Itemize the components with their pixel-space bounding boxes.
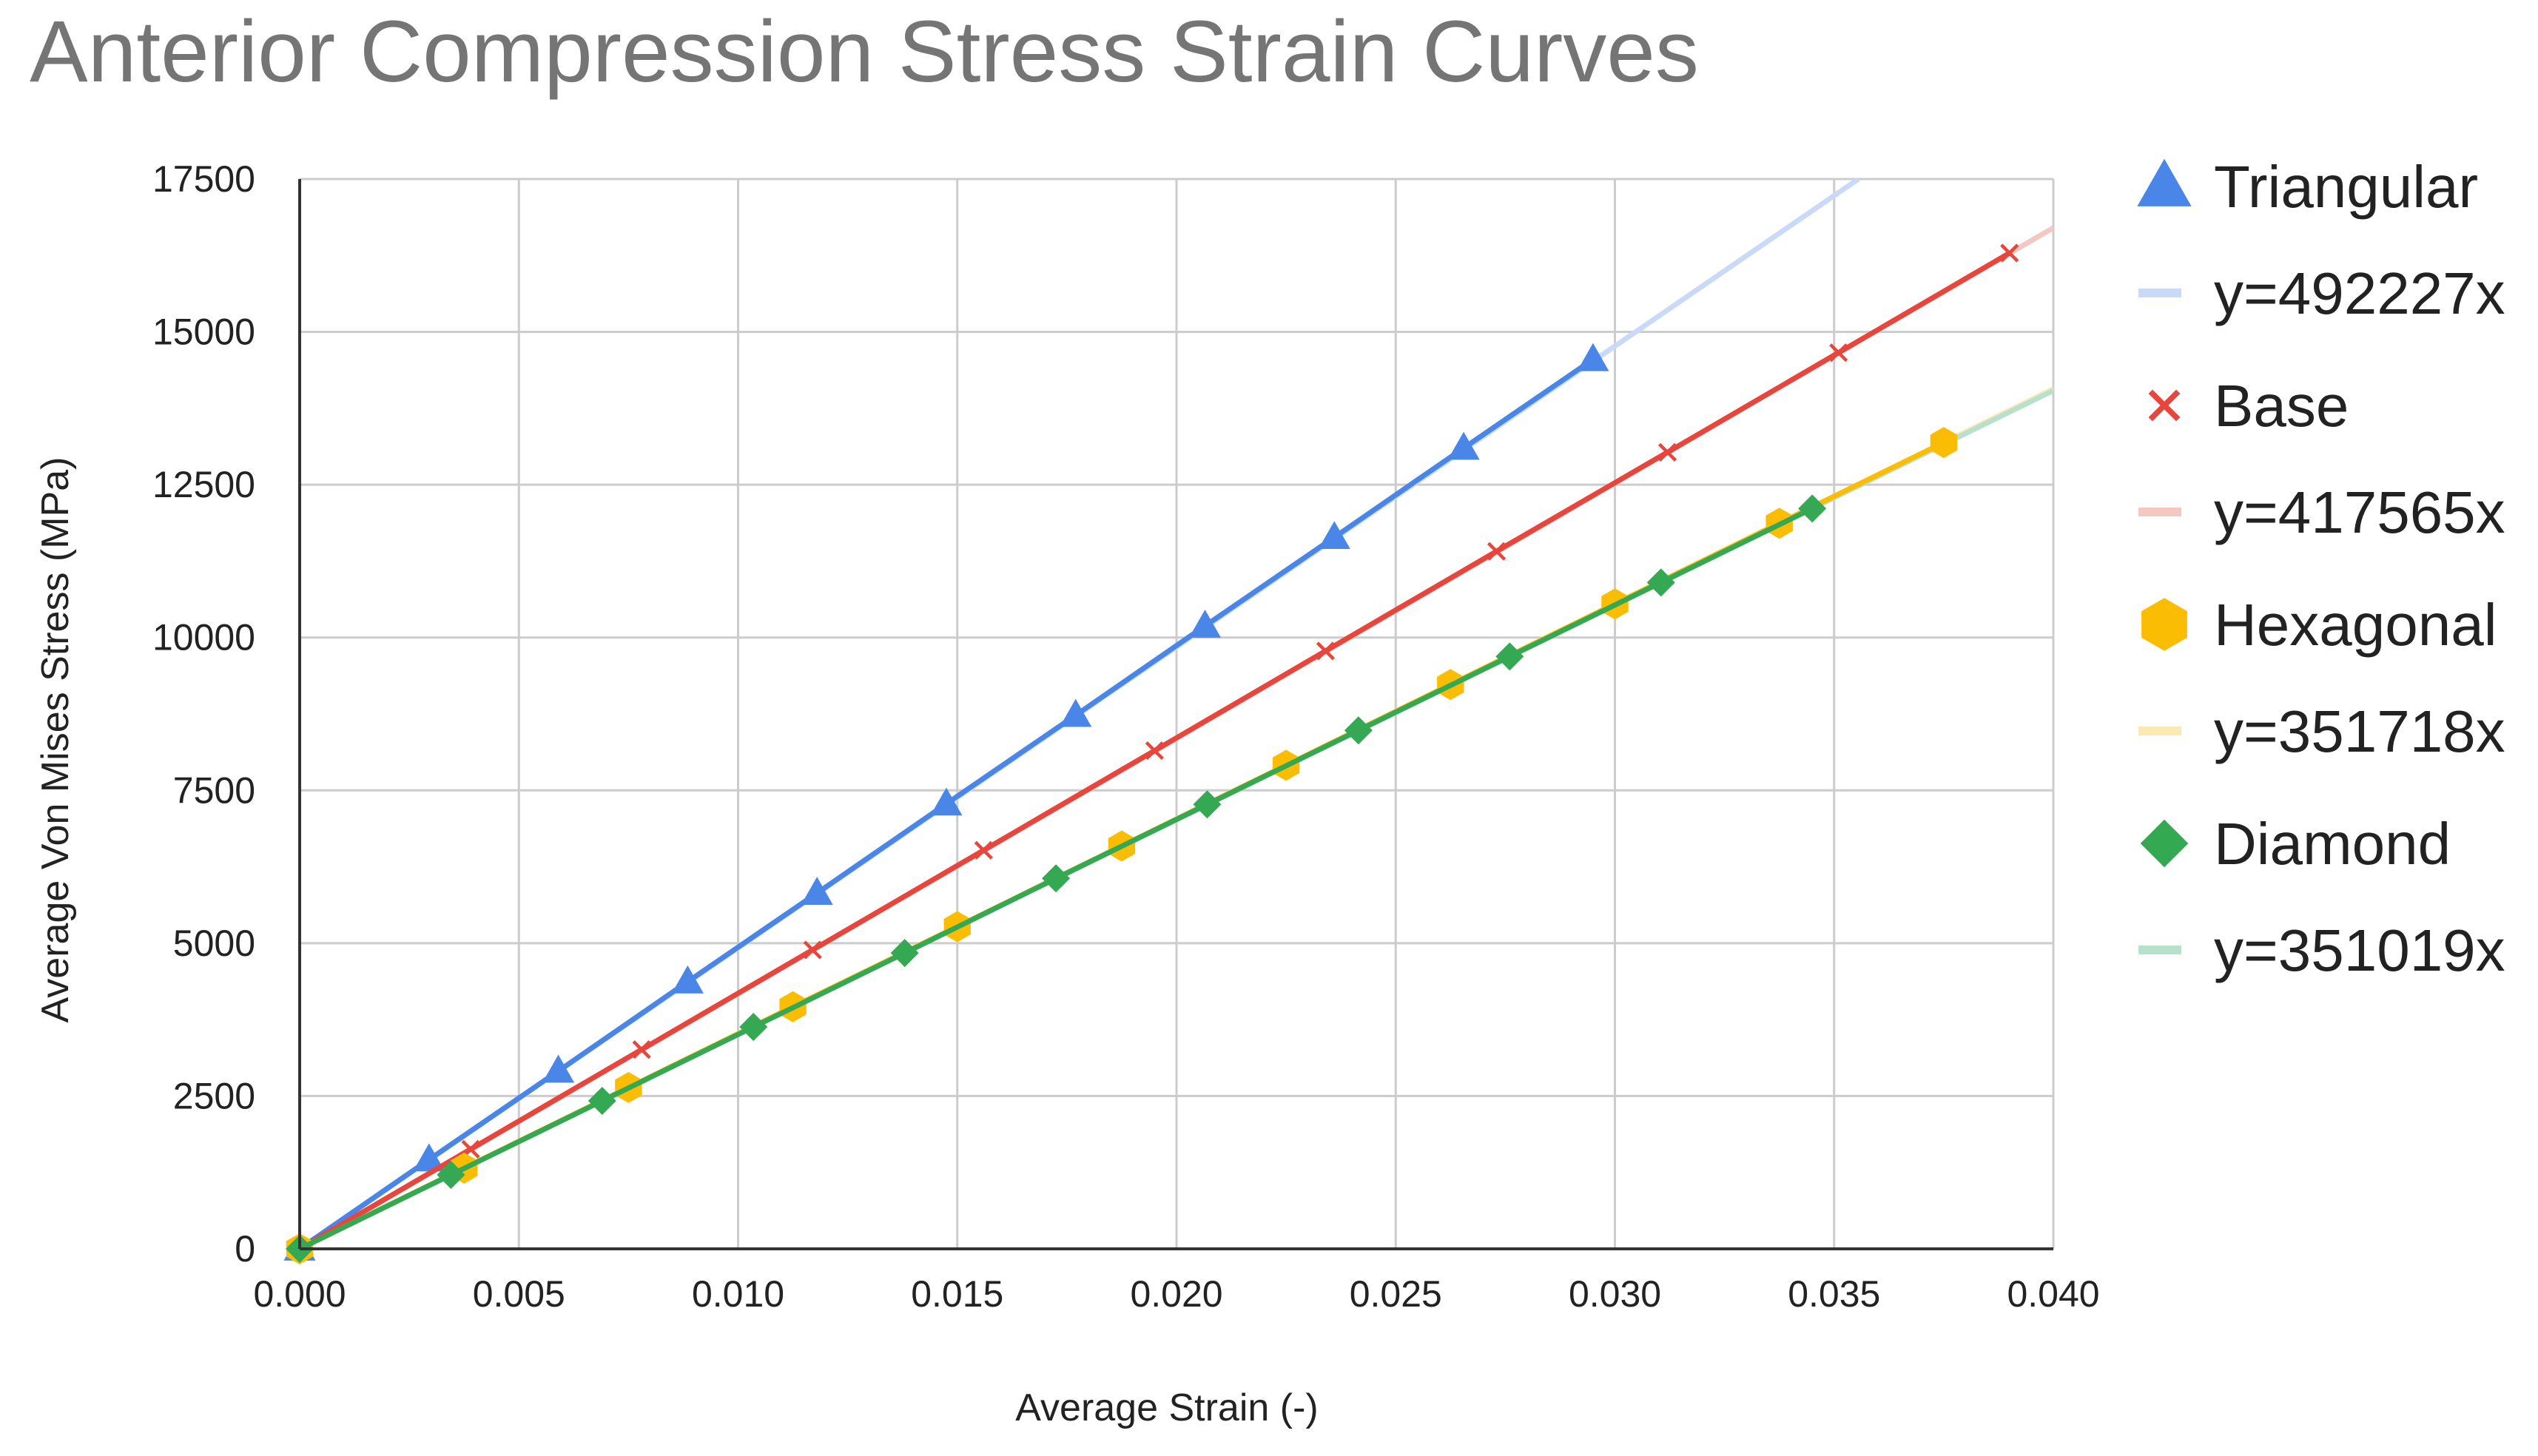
x-tick-label: 0.025 [1350, 1273, 1442, 1315]
data-point-base [974, 840, 993, 860]
data-point-base-stroke-b [1487, 542, 1507, 561]
legend-label-trend-base: y=417565x [2214, 479, 2505, 545]
data-point-base [632, 1040, 651, 1059]
y-tick-label: 15000 [152, 311, 255, 353]
data-point-base [1316, 641, 1336, 661]
data-point-base-stroke-b [1658, 442, 1677, 462]
legend-label-trend-diamond: y=351019x [2214, 917, 2505, 983]
y-tick-label: 10000 [152, 617, 255, 658]
y-tick-label: 5000 [173, 923, 255, 964]
data-point-base [1658, 442, 1677, 462]
data-point-base-stroke-b [974, 840, 993, 860]
x-tick-label: 0.035 [1788, 1273, 1880, 1315]
data-point-diamond [1042, 864, 1071, 893]
data-point-triangular [671, 965, 704, 994]
data-point-triangular [1188, 610, 1222, 638]
data-point-triangular [1447, 431, 1480, 460]
data-point-diamond [1344, 716, 1373, 745]
legend: Triangular y=492227x Base y=417565x Hexagona… [2137, 154, 2505, 983]
series-triangular [283, 343, 1609, 1261]
legend-label-base: Base [2214, 373, 2349, 439]
legend-marker-diamond [2140, 819, 2189, 868]
legend-label-triangular: Triangular [2214, 154, 2478, 220]
x-tick-label: 0.030 [1569, 1273, 1661, 1315]
data-point-diamond [1193, 790, 1222, 819]
x-tick-label: 0.040 [2007, 1273, 2099, 1315]
legend-label-diamond: Diamond [2214, 811, 2451, 877]
legend-label-hexagonal: Hexagonal [2214, 592, 2497, 658]
data-point-diamond [437, 1161, 465, 1190]
data-point-base-stroke-b [1829, 343, 1848, 363]
x-tick-label: 0.010 [692, 1273, 784, 1315]
data-point-base [2000, 243, 2019, 263]
data-point-diamond [588, 1087, 616, 1116]
gridlines [300, 178, 2055, 1249]
data-point-triangular [1060, 698, 1092, 727]
data-point-base-stroke-b [632, 1040, 651, 1059]
legend-marker-base-stroke-b [2148, 389, 2181, 422]
data-point-triangular [930, 787, 963, 816]
y-tick-label: 17500 [152, 158, 255, 200]
x-tick-label: 0.015 [911, 1273, 1003, 1315]
data-point-base-stroke-b [1145, 741, 1164, 761]
data-point-triangular [542, 1054, 575, 1083]
y-tick-label: 7500 [173, 769, 255, 811]
x-tick-label: 0.005 [473, 1273, 565, 1315]
data-point-triangular [1577, 343, 1609, 371]
data-point-base-stroke-b [803, 940, 822, 960]
x-tick-label: 0.000 [253, 1273, 346, 1315]
data-point-triangular [1318, 521, 1350, 550]
axes: 0.000 0.005 0.010 0.015 0.020 0.025 0.030 0.035… [152, 158, 2100, 1315]
legend-label-trend-hexagonal: y=351718x [2214, 698, 2505, 764]
data-point-diamond [1495, 642, 1524, 671]
data-point-base-stroke-b [2000, 243, 2019, 263]
y-tick-label: 12500 [152, 464, 255, 505]
data-point-hexagonal [1930, 427, 1958, 459]
legend-marker-base [2148, 389, 2181, 422]
data-point-triangular [801, 877, 833, 905]
legend-marker-hexagonal [2141, 598, 2187, 651]
series-diamond [286, 494, 1827, 1263]
data-point-base [803, 940, 822, 960]
data-point-base [1829, 343, 1848, 363]
data-point-diamond [1646, 568, 1675, 597]
y-axis-label: Average Von Mises Stress (MPa) [34, 457, 77, 1023]
data-point-diamond [890, 939, 919, 968]
data-point-base [1487, 542, 1507, 561]
data-series [283, 243, 2019, 1264]
data-point-triangular [413, 1143, 445, 1172]
series-base [290, 243, 2019, 1258]
legend-label-trend-triangular: y=492227x [2214, 260, 2505, 326]
data-point-diamond [1798, 494, 1827, 523]
y-tick-label: 2500 [173, 1075, 255, 1116]
data-point-diamond [739, 1013, 768, 1042]
x-axis-label: Average Strain (-) [1015, 1386, 1318, 1429]
x-tick-label: 0.020 [1130, 1273, 1222, 1315]
data-point-base [1145, 741, 1164, 761]
y-tick-label: 0 [235, 1228, 255, 1270]
legend-marker-triangular [2137, 158, 2192, 206]
chart-title: Anterior Compression Stress Strain Curve… [30, 3, 1699, 101]
data-point-base-stroke-b [1316, 641, 1336, 661]
